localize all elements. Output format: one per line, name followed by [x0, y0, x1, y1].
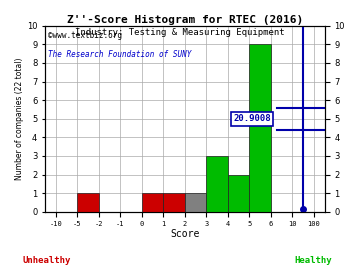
Bar: [142, 193, 163, 212]
Bar: [185, 193, 206, 212]
Text: Healthy: Healthy: [294, 256, 332, 265]
Text: 20.9008: 20.9008: [233, 114, 271, 123]
Bar: [163, 193, 185, 212]
Title: Z''-Score Histogram for RTEC (2016): Z''-Score Histogram for RTEC (2016): [67, 15, 303, 25]
Y-axis label: Number of companies (22 total): Number of companies (22 total): [15, 58, 24, 180]
Bar: [228, 174, 249, 212]
Text: ©www.textbiz.org: ©www.textbiz.org: [48, 31, 122, 40]
Bar: [249, 44, 271, 212]
Text: Unhealthy: Unhealthy: [23, 256, 71, 265]
Text: Industry: Testing & Measuring Equipment: Industry: Testing & Measuring Equipment: [75, 28, 285, 37]
X-axis label: Score: Score: [170, 229, 199, 239]
Bar: [206, 156, 228, 212]
Text: The Research Foundation of SUNY: The Research Foundation of SUNY: [48, 50, 191, 59]
Bar: [77, 193, 99, 212]
